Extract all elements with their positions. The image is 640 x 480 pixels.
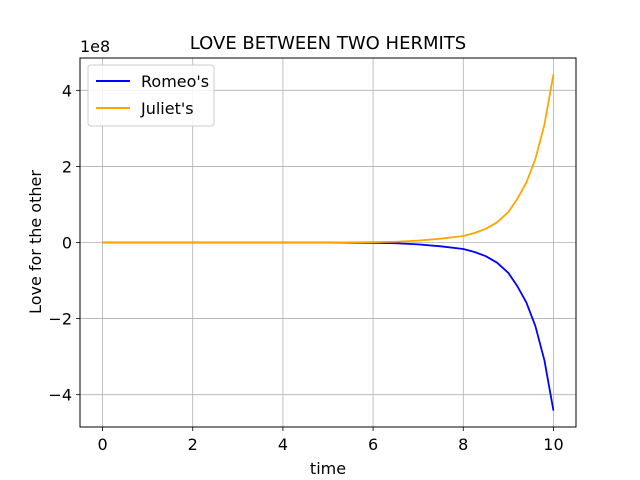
y-tick-label: −4 [48,386,72,405]
y-tick-label: 0 [62,234,72,253]
y-tick-label: 2 [62,157,72,176]
x-tick-label: 2 [188,435,198,454]
legend-label-romeo: Romeo's [141,72,209,91]
y-tick-label: −2 [48,310,72,329]
legend-label-juliet: Juliet's [140,99,194,118]
x-tick-label: 8 [458,435,468,454]
x-tick-label: 0 [97,435,107,454]
x-tick-label: 6 [368,435,378,454]
series-lines [102,74,555,411]
x-tick-label: 10 [543,435,563,454]
y-axis-label: Love for the other [26,170,45,314]
x-axis-label: time [310,459,346,478]
x-tick-label: 4 [278,435,288,454]
ticks: 0 2 4 6 8 10 −4 −2 0 2 4 [48,81,563,454]
series-line-juliet [102,74,555,244]
chart-title: LOVE BETWEEN TWO HERMITS [190,33,466,54]
y-tick-label: 4 [62,81,72,100]
legend: Romeo's Juliet's [87,64,215,127]
y-offset-label: 1e8 [80,37,110,56]
